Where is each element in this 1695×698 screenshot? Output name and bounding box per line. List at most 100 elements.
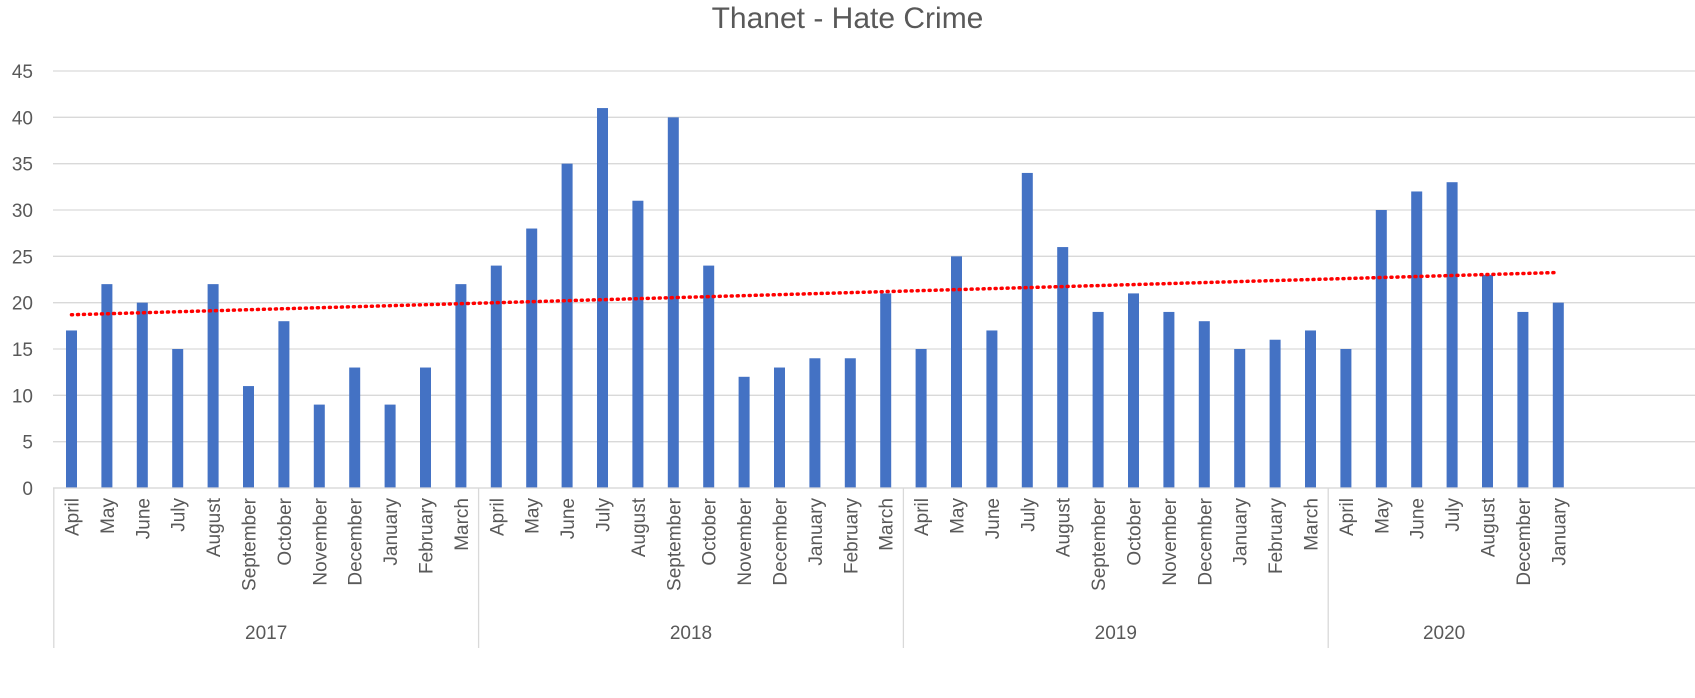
y-tick-label: 0 — [22, 479, 33, 500]
bar — [951, 256, 962, 488]
bar — [597, 108, 608, 489]
bar — [667, 117, 679, 488]
bar — [455, 284, 467, 488]
bar — [101, 284, 113, 488]
bar — [313, 404, 325, 488]
x-tick-label: August — [204, 497, 225, 557]
bar — [880, 293, 892, 488]
bar — [172, 349, 184, 488]
x-tick-label: May — [1372, 498, 1393, 534]
y-tick-label: 15 — [12, 340, 33, 361]
group-label: 2020 — [1423, 623, 1465, 644]
bar — [1552, 302, 1564, 488]
x-tick-label: February — [417, 498, 438, 575]
y-tick-label: 35 — [12, 155, 33, 176]
x-tick-label: September — [664, 497, 685, 591]
x-tick-label: August — [629, 497, 650, 557]
y-tick-label: 40 — [12, 108, 33, 129]
x-tick-label: March — [877, 498, 898, 551]
x-tick-label: July — [1018, 498, 1039, 532]
x-tick-label: June — [558, 498, 579, 539]
y-tick-label: 10 — [12, 386, 33, 407]
bar — [1198, 321, 1210, 488]
x-tick-label: November — [310, 497, 331, 585]
bar — [278, 321, 290, 488]
group-label: 2017 — [245, 623, 287, 644]
y-tick-label: 30 — [12, 201, 33, 222]
x-tick-label: May — [98, 498, 119, 534]
x-tick-label: July — [169, 498, 190, 532]
group-label: 2018 — [670, 623, 712, 644]
x-tick-label: November — [735, 497, 756, 585]
bar — [1482, 274, 1493, 488]
bar — [1128, 293, 1139, 488]
x-tick-label: July — [1443, 498, 1464, 532]
group-label: 2019 — [1095, 623, 1137, 644]
x-tick-label: October — [275, 497, 296, 565]
x-tick-label: September — [240, 497, 261, 591]
bar — [1446, 182, 1458, 488]
bar — [1411, 191, 1423, 488]
bar — [632, 200, 644, 488]
bar — [986, 330, 998, 488]
x-tick-label: September — [1089, 497, 1110, 591]
bar — [207, 284, 219, 488]
x-tick-label: April — [912, 498, 933, 536]
x-tick-label: April — [487, 498, 508, 536]
bar — [1092, 311, 1104, 488]
bar — [420, 367, 431, 488]
bar — [844, 358, 856, 488]
x-tick-label: October — [700, 497, 721, 565]
x-tick-label: August — [1054, 497, 1075, 557]
bar — [243, 386, 254, 488]
x-tick-label: March — [1302, 498, 1323, 551]
y-tick-label: 25 — [12, 247, 33, 268]
x-tick-label: December — [1514, 497, 1535, 585]
x-tick-label: January — [1231, 498, 1252, 566]
x-tick-label: February — [1266, 498, 1287, 575]
bar — [774, 367, 785, 488]
chart-title: Thanet - Hate Crime — [711, 2, 984, 35]
x-tick-label: August — [1479, 497, 1500, 557]
bar — [66, 330, 77, 488]
bar — [1057, 247, 1069, 488]
y-tick-label: 5 — [22, 433, 33, 454]
x-tick-label: July — [594, 498, 615, 532]
trendline — [69, 270, 1561, 317]
bar — [349, 367, 361, 488]
bar — [703, 265, 715, 488]
x-tick-label: December — [1195, 497, 1216, 585]
x-tick-label: June — [983, 498, 1004, 539]
x-tick-label: March — [452, 498, 473, 551]
bar — [915, 349, 927, 488]
bar — [809, 358, 821, 488]
x-tick-label: June — [1408, 498, 1429, 539]
x-tick-label: May — [523, 498, 544, 534]
x-tick-label: January — [1549, 498, 1570, 566]
y-tick-label: 45 — [12, 62, 33, 83]
bar — [1163, 311, 1175, 488]
bar — [490, 265, 502, 488]
x-tick-label: December — [771, 497, 792, 585]
bar — [1234, 349, 1246, 488]
x-tick-label: April — [63, 498, 84, 536]
x-tick-label: June — [133, 498, 154, 539]
bar — [526, 228, 538, 489]
x-tick-label: April — [1337, 498, 1358, 536]
x-tick-label: December — [346, 497, 367, 585]
x-tick-label: May — [948, 498, 969, 534]
bar — [136, 302, 148, 488]
x-tick-label: February — [841, 498, 862, 575]
x-tick-label: October — [1125, 497, 1146, 565]
x-tick-label: January — [806, 498, 827, 566]
bar — [1517, 311, 1529, 488]
bar — [384, 404, 396, 488]
bar — [1305, 330, 1316, 488]
x-tick-label: January — [381, 498, 402, 566]
bar — [1021, 172, 1033, 488]
y-tick-label: 20 — [12, 294, 33, 315]
bar — [1269, 339, 1281, 488]
bar — [561, 163, 573, 488]
